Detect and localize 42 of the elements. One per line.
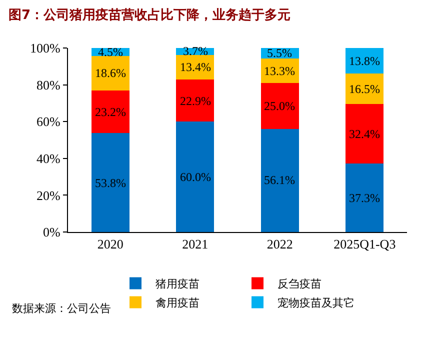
bar [346, 163, 384, 232]
data-label: 23.2% [95, 105, 126, 119]
legend-label: 反刍疫苗 [278, 278, 322, 291]
bar [176, 79, 214, 122]
y-tick-label: 20% [36, 188, 61, 203]
y-tick-label: 0% [43, 224, 61, 240]
bar [91, 133, 130, 232]
legend-label: 猪用疫苗 [156, 278, 200, 291]
bar [91, 56, 130, 90]
x-tick-label: 2021 [182, 236, 208, 252]
data-label: 13.4% [180, 60, 211, 74]
y-tick-label: 60% [36, 114, 61, 130]
y-tick-label: 40% [36, 150, 61, 166]
data-label: 53.8% [95, 176, 126, 190]
data-label: 22.9% [180, 94, 211, 108]
bar [346, 73, 384, 104]
data-label: 13.3% [264, 64, 295, 78]
bar [260, 128, 299, 232]
bar [260, 82, 299, 129]
x-tick-label: 2025Q1-Q3 [334, 236, 396, 252]
data-label: 25.0% [264, 99, 295, 113]
data-label: 13.8% [349, 54, 380, 68]
data-label: 5.5% [267, 46, 292, 60]
y-tick-label: 80% [36, 77, 61, 92]
bar [91, 90, 130, 134]
data-label: 56.1% [264, 173, 295, 187]
source-note: 数据来源：公司公告 [12, 302, 111, 315]
bar [346, 104, 384, 164]
data-label: 37.3% [349, 191, 380, 205]
data-label: 3.7% [183, 44, 208, 58]
x-tick-label: 2020 [97, 236, 124, 252]
data-label: 4.5% [98, 45, 123, 59]
data-label: 60.0% [180, 170, 211, 184]
bar [176, 122, 214, 232]
y-tick-label: 100% [30, 40, 61, 56]
legend-label: 宠物疫苗及其它 [278, 296, 354, 310]
data-label: 32.4% [349, 127, 380, 141]
legend-label: 禽用疫苗 [156, 296, 200, 310]
data-label: 16.5% [349, 82, 380, 96]
x-tick-label: 2022 [266, 236, 293, 252]
chart-title: 图7：公司猪用疫苗营收占比下降，业务趋于多元 [8, 7, 291, 24]
data-label: 18.6% [95, 66, 126, 80]
